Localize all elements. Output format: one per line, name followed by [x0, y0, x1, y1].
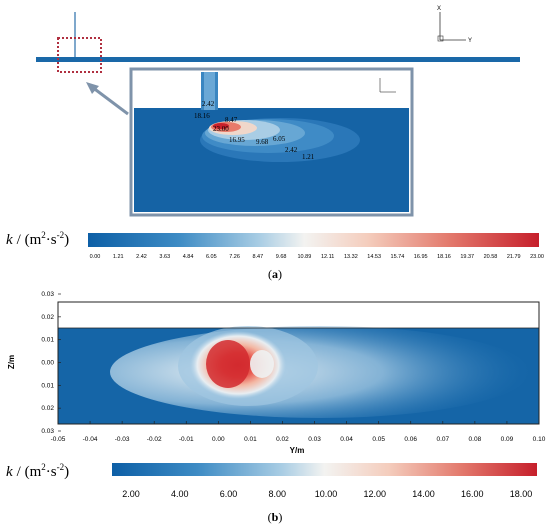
axis-x-label: X: [437, 6, 441, 12]
colorbar-a-tick-label: 19.37: [460, 254, 474, 260]
contour-label: 18.16: [194, 112, 210, 120]
colorbar-a-tick-label: 0.00: [90, 254, 101, 260]
contour-label: 8.47: [225, 116, 238, 124]
colorbar-b-tick-label: 2.00: [122, 489, 140, 499]
colorbar-a-tick-label: 12.11: [321, 254, 334, 260]
x-tick-label: 0.01: [244, 436, 257, 443]
y-tick-label: 0.01: [41, 382, 54, 389]
y-tick-label: 0.02: [41, 405, 54, 412]
contour-label: 23.00: [213, 125, 229, 133]
x-tick-label: 0.06: [404, 436, 417, 443]
axes-glyph: X Y: [437, 6, 472, 44]
colorbar-a-tick-label: 16.95: [414, 254, 428, 260]
channel-bar: [36, 57, 520, 62]
colorbar-a-tick-label: 6.05: [206, 254, 217, 260]
colorbar-b-tick-label: 18.00: [510, 489, 533, 499]
colorbar-b-tick-label: 16.00: [461, 489, 484, 499]
colorbar-a-tick-label: 7.26: [229, 254, 240, 260]
colorbar-b-tick-label: 14.00: [412, 489, 435, 499]
colorbar-b-tick-label: 10.00: [315, 489, 338, 499]
colorbar-a-tick-label: 15.74: [391, 254, 405, 260]
colorbar-b-tick-label: 12.00: [363, 489, 386, 499]
colorbar-b-tick-label: 6.00: [220, 489, 238, 499]
colorbar-a-tick-label: 9.68: [276, 254, 287, 260]
colorbar-a-tick-label: 10.89: [297, 254, 311, 260]
contour-label: 1.21: [302, 153, 315, 161]
zoom-region-box: [57, 37, 102, 73]
y-tick-label: 0.02: [41, 314, 54, 321]
contour-label: 2.42: [202, 100, 215, 108]
colorbar-b-ticks: 2.00 4.00 6.00 8.00 10.00 12.00 14.00 16.00 18.0…: [122, 489, 532, 499]
colorbar-a-tick-label: 3.63: [159, 254, 170, 260]
xlabel-b: Y/m: [290, 446, 305, 455]
panel-b: -0.05 -0.04 -0.03 -0.02 -0.01 0.00 0.01 0.02 0.0…: [6, 291, 546, 524]
x-tick-label: -0.01: [179, 436, 194, 443]
colorbar-a-tick-label: 2.42: [136, 254, 147, 260]
contour-label: 16.95: [229, 136, 245, 144]
caption-a: (a): [268, 267, 282, 281]
y-tick-label: 0.03: [41, 291, 54, 298]
colorbar-a-title: k / (m2·s-2): [6, 230, 69, 248]
colorbar-a-tick-label: 13.32: [344, 254, 358, 260]
contour-labels: 2.42 18.16 8.47 23.00 16.95 9.68 6.05 2.…: [194, 100, 315, 161]
colorbar-b-tick-label: 8.00: [268, 489, 286, 499]
x-tick-label: 0.02: [276, 436, 289, 443]
x-tick-label: -0.05: [51, 436, 66, 443]
x-tick-label: 0.00: [212, 436, 225, 443]
colorbar-a-tick-label: 20.58: [484, 254, 498, 260]
caption-b: (b): [268, 510, 283, 524]
y-tick-label: 0.01: [41, 337, 54, 344]
inset-field: [134, 108, 409, 212]
colorbar-a-gradient: [88, 233, 539, 247]
inset-axes-glyph: [379, 78, 396, 93]
x-axis-b: -0.05 -0.04 -0.03 -0.02 -0.01 0.00 0.01 0.02 0.0…: [51, 421, 546, 443]
colorbar-a-tick-label: 18.16: [437, 254, 451, 260]
y-tick-label: 0.03: [41, 428, 54, 435]
y-tick-label: 0.00: [41, 360, 54, 367]
x-tick-label: 0.08: [469, 436, 482, 443]
colorbar-a-tick-label: 1.21: [113, 254, 124, 260]
colorbar-a-tick-label: 23.00: [530, 254, 544, 260]
colorbar-a-tick-label: 8.47: [252, 254, 263, 260]
y-axis-b: 0.03 0.02 0.01 0.00 0.01 0.02 0.03: [41, 291, 61, 435]
x-tick-label: 0.03: [308, 436, 321, 443]
x-tick-label: 0.10: [533, 436, 546, 443]
contour-label: 6.05: [273, 135, 286, 143]
field-b: [58, 302, 539, 424]
colorbar-b-title: k / (m2·s-2): [6, 462, 69, 480]
zoom-arrow: [91, 85, 129, 116]
colorbar-a-ticks: 0.00 1.21 2.42 3.63 4.84 6.05 7.26 8.47 9.68 10.8…: [90, 254, 544, 260]
x-tick-label: 0.09: [501, 436, 514, 443]
colorbar-b: k / (m2·s-2) 2.00 4.00 6.00 8.00 10.00 12.00 14…: [6, 462, 537, 499]
x-tick-label: -0.04: [83, 436, 98, 443]
contour-label: 9.68: [256, 138, 269, 146]
colorbar-a: k / (m2·s-2) 0.00 1.21 2.42 3.63 4.84 6.05 7.26…: [6, 230, 544, 260]
x-tick-label: 0.07: [436, 436, 449, 443]
ylabel-b: Z/m: [7, 355, 16, 369]
x-tick-label: -0.02: [147, 436, 162, 443]
colorbar-a-tick-label: 14.53: [367, 254, 381, 260]
colorbar-a-tick-label: 4.84: [183, 254, 194, 260]
contour-label: 2.42: [285, 146, 298, 154]
x-tick-label: -0.03: [115, 436, 130, 443]
colorbar-b-gradient: [112, 463, 537, 476]
plot-frame-b: [57, 301, 540, 425]
axis-y-label: Y: [468, 38, 472, 44]
panel-a: X Y 2.42 18.16 8.47 23.00 16: [6, 6, 544, 281]
x-tick-label: 0.05: [372, 436, 385, 443]
x-tick-label: 0.04: [340, 436, 353, 443]
colorbar-b-tick-label: 4.00: [171, 489, 189, 499]
colorbar-a-tick-label: 21.79: [507, 254, 521, 260]
zoom-arrow-head: [86, 82, 99, 94]
